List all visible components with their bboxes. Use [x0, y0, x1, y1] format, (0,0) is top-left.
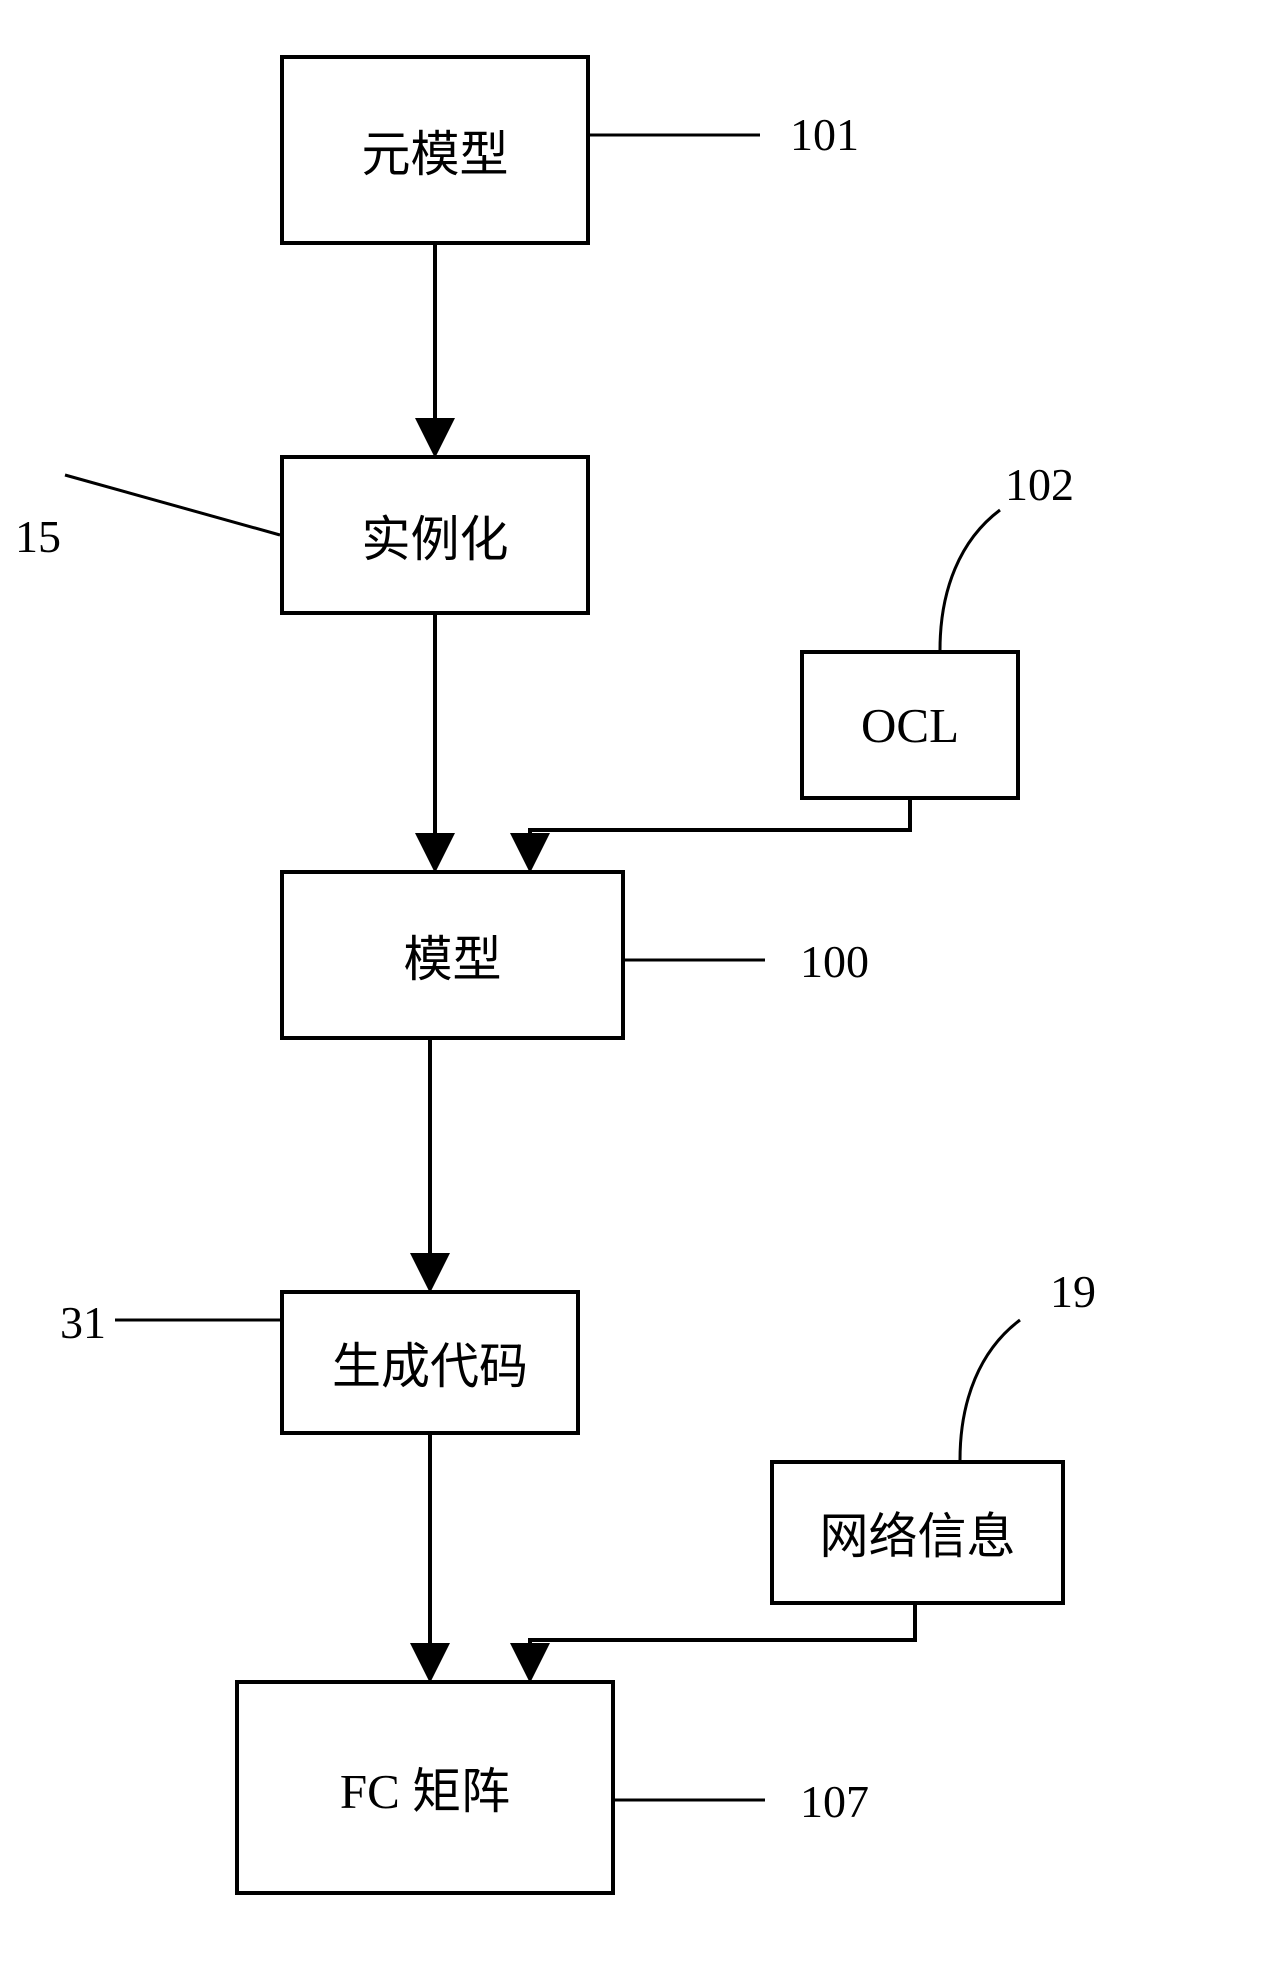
- ref-label-15: 15: [15, 510, 61, 563]
- ref-label-19: 19: [1050, 1265, 1096, 1318]
- edge-ocl-model: [530, 800, 910, 865]
- node-netinfo: 网络信息: [770, 1460, 1065, 1605]
- ref-label-102: 102: [1005, 458, 1074, 511]
- ref-line-15: [65, 475, 280, 535]
- node-fcmatrix: FC 矩阵: [235, 1680, 615, 1895]
- connectors: [0, 0, 1279, 1973]
- node-ocl-label: OCL: [861, 697, 959, 754]
- node-metamodel: 元模型: [280, 55, 590, 245]
- node-netinfo-label: 网络信息: [819, 1497, 1015, 1568]
- ref-label-107: 107: [800, 1775, 869, 1828]
- node-generate: 生成代码: [280, 1290, 580, 1435]
- ref-label-101: 101: [790, 108, 859, 161]
- ref-label-31: 31: [60, 1296, 106, 1349]
- node-instantiate-label: 实例化: [361, 500, 508, 571]
- node-fcmatrix-label: FC 矩阵: [340, 1752, 510, 1823]
- node-ocl: OCL: [800, 650, 1020, 800]
- ref-label-100: 100: [800, 935, 869, 988]
- node-model-label: 模型: [403, 920, 501, 991]
- node-metamodel-label: 元模型: [361, 115, 508, 186]
- node-model: 模型: [280, 870, 625, 1040]
- edge-netinfo-fcmatrix: [530, 1605, 915, 1675]
- node-instantiate: 实例化: [280, 455, 590, 615]
- node-generate-label: 生成代码: [332, 1327, 528, 1398]
- ref-line-102: [940, 510, 1000, 650]
- ref-line-19: [960, 1320, 1020, 1460]
